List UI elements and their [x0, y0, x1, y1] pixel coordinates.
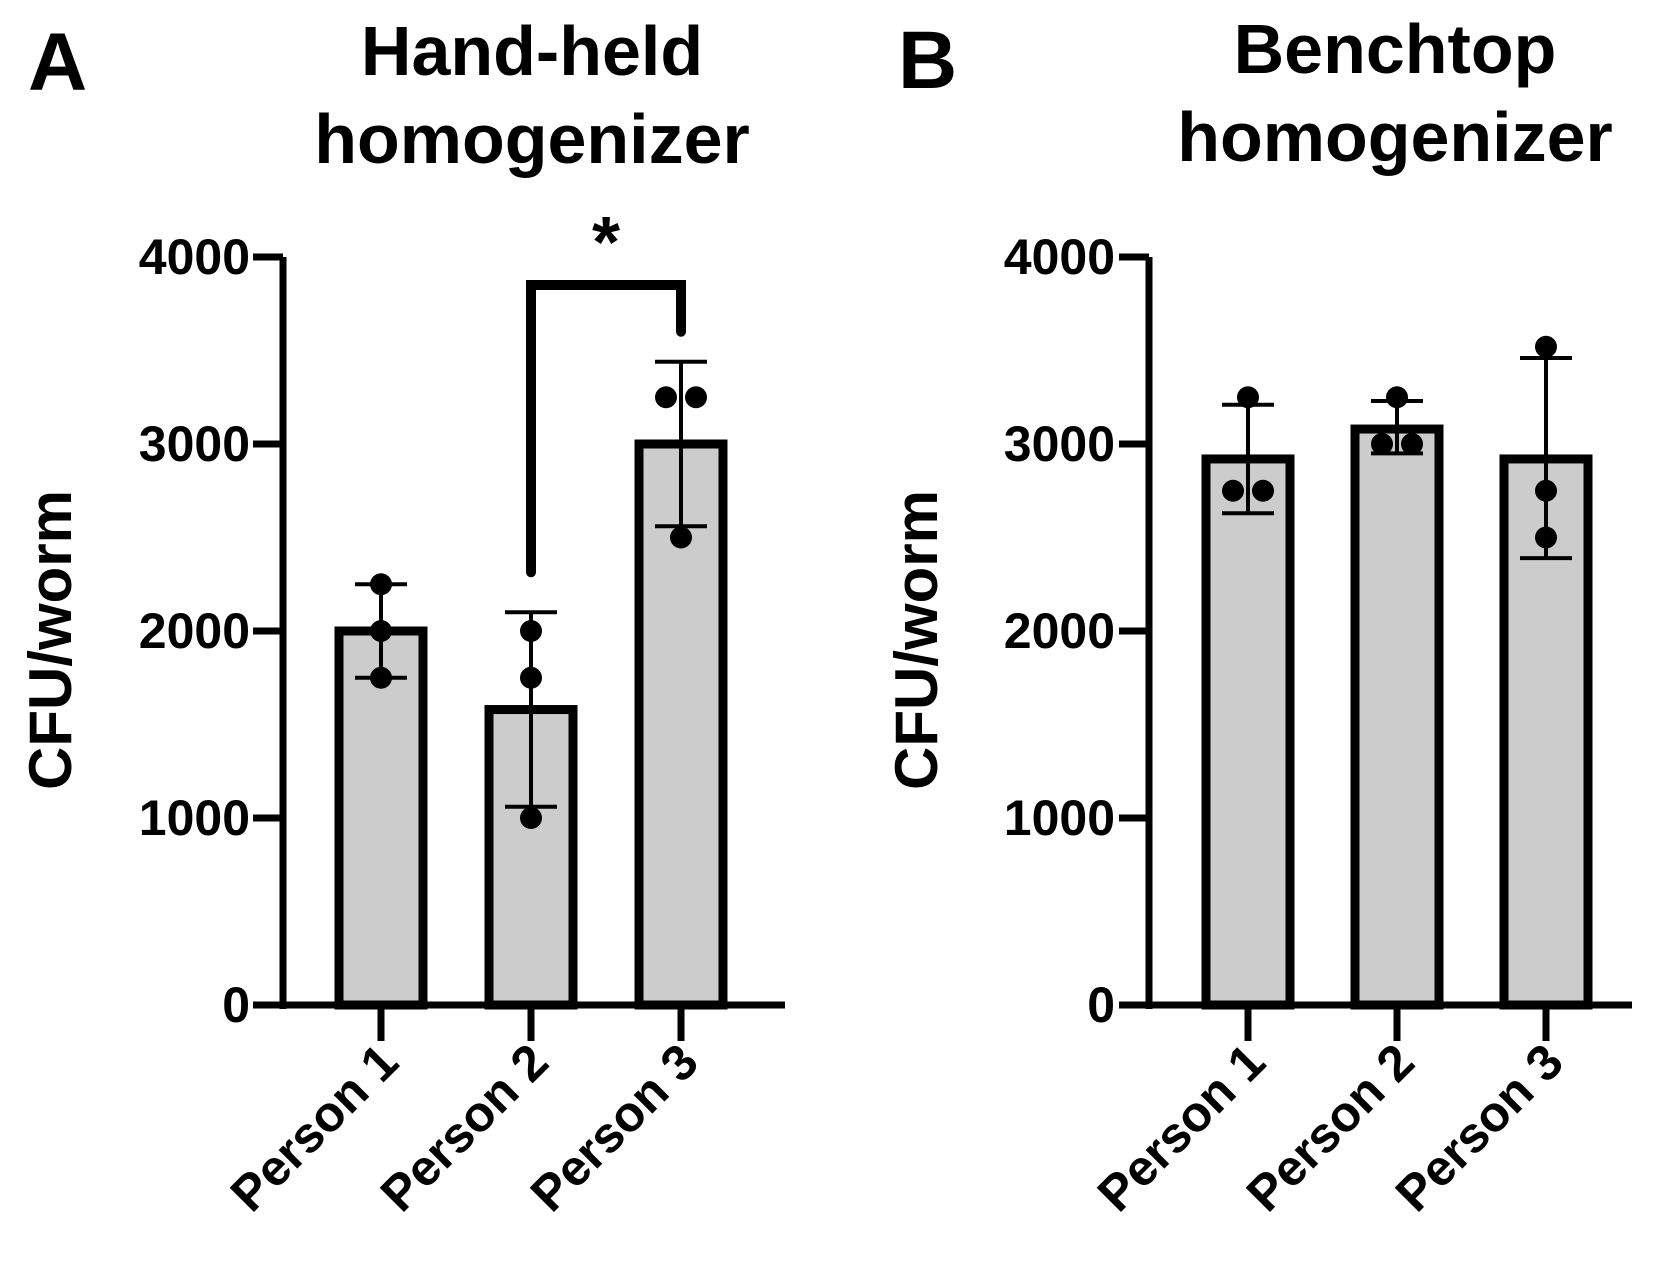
y-tick-label: 1000: [1004, 790, 1115, 846]
x-tick-label: Person 3: [520, 1033, 709, 1222]
panel-b-title-line1: Benchtop: [1234, 10, 1557, 88]
data-point: [1535, 526, 1557, 549]
y-tick-label: 2000: [139, 603, 250, 659]
data-point: [520, 807, 542, 829]
panel-a-y-axis-label: CFU/worm: [17, 490, 84, 790]
panel-a-title-line1: Hand-held: [361, 12, 703, 90]
data-point: [655, 386, 677, 409]
panel-a-title-line2: homogenizer: [314, 100, 750, 178]
data-point: [685, 386, 707, 409]
data-point: [1386, 386, 1408, 409]
data-point: [1237, 386, 1259, 409]
y-tick-label: 3000: [139, 416, 250, 472]
y-tick-label: 4000: [139, 229, 250, 285]
panel-b-y-axis-label: CFU/worm: [883, 490, 950, 790]
y-tick-label: 0: [222, 977, 250, 1033]
panel-b-label: B: [898, 15, 957, 106]
data-point: [370, 573, 392, 596]
data-point: [1222, 479, 1244, 502]
data-point: [520, 666, 542, 689]
bar-1: [1201, 454, 1295, 1010]
data-point: [670, 526, 692, 549]
y-tick-label: 0: [1087, 977, 1115, 1033]
data-point: [1401, 433, 1423, 455]
y-tick-label: 4000: [1004, 229, 1115, 285]
data-point: [520, 620, 542, 642]
panel-a: A Hand-held homogenizer CFU/worm 0 1000 20…: [17, 12, 785, 1222]
y-tick-label: 2000: [1004, 603, 1115, 659]
bar-2: [1350, 424, 1444, 1010]
panel-b-title-line2: homogenizer: [1177, 98, 1613, 176]
panel-a-label: A: [28, 17, 87, 108]
data-point: [1252, 479, 1274, 502]
data-point: [370, 620, 392, 642]
y-tick-label: 1000: [139, 790, 250, 846]
y-tick-label: 3000: [1004, 416, 1115, 472]
data-point: [1535, 335, 1557, 358]
data-point: [1535, 479, 1557, 502]
significance-label: *: [592, 203, 620, 283]
significance-bracket: [526, 280, 686, 578]
panel-b: B Benchtop homogenizer CFU/worm 0 1000 200…: [883, 10, 1632, 1222]
data-point: [1371, 433, 1393, 455]
data-point: [370, 666, 392, 689]
